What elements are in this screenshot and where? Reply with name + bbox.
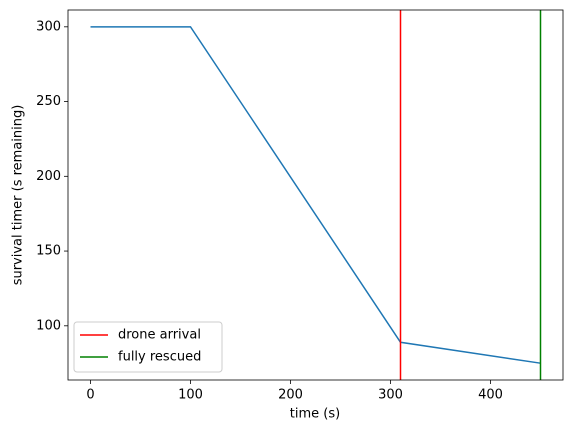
y-tick-label: 250	[36, 94, 61, 109]
x-tick-label: 0	[86, 388, 94, 403]
legend-label: drone arrival	[118, 328, 201, 343]
line-series	[90, 26, 541, 364]
y-axis-label: survival timer (s remaining)	[11, 105, 26, 286]
y-tick-label: 200	[36, 169, 61, 184]
legend-box	[73, 321, 223, 373]
x-tick-label: 300	[378, 388, 403, 403]
y-tick-label: 300	[36, 19, 61, 34]
x-axis-label: time (s)	[290, 407, 340, 422]
x-tick-label: 100	[178, 388, 203, 403]
x-tick-label: 200	[278, 388, 303, 403]
plot-frame	[67, 9, 564, 381]
x-tick-label: 400	[478, 388, 503, 403]
legend-label: fully rescued	[118, 350, 201, 365]
y-tick-label: 150	[36, 244, 61, 259]
legend: drone arrival fully rescued	[73, 321, 223, 373]
y-tick-label: 100	[36, 318, 61, 333]
